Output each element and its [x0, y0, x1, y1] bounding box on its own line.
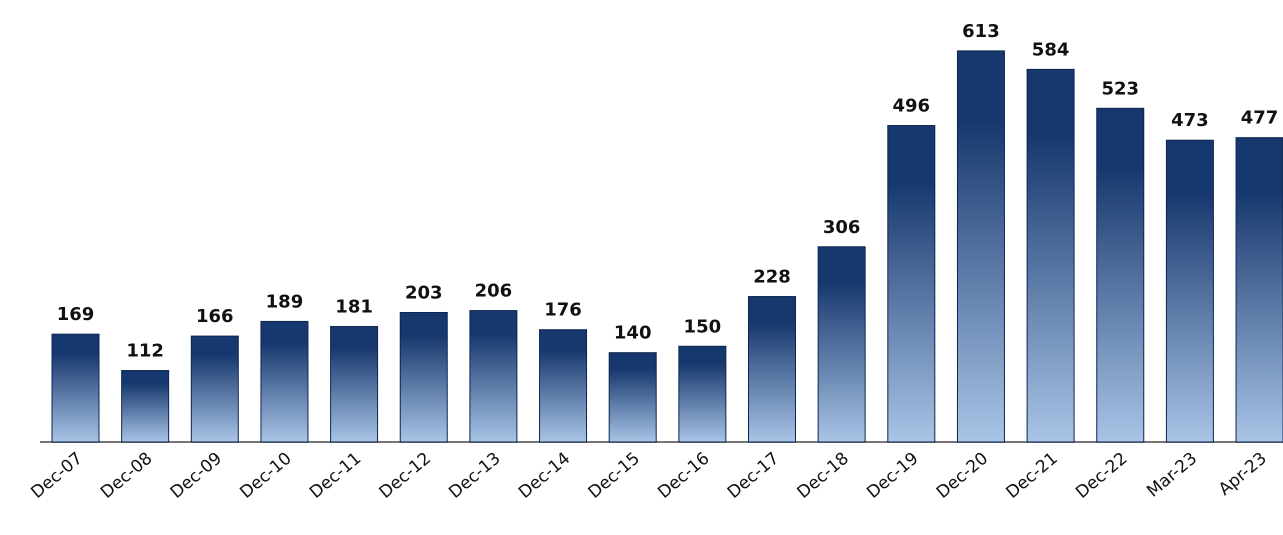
x-tick-label: Dec-07	[27, 449, 86, 503]
bar	[1165, 139, 1214, 443]
bar	[539, 329, 588, 443]
x-tick-label: Dec-14	[515, 449, 574, 503]
x-tick-label: Dec-22	[1072, 449, 1131, 503]
x-tick-label: Dec-12	[376, 449, 435, 503]
value-label: 203	[405, 282, 443, 303]
bar	[1235, 137, 1283, 443]
bar	[817, 246, 866, 443]
value-label: 112	[126, 341, 164, 362]
bar	[330, 326, 379, 443]
value-label: 140	[614, 323, 652, 344]
bar	[1096, 107, 1145, 443]
x-tick-label: Mar-23	[1143, 449, 1201, 502]
x-tick-label: Dec-15	[585, 449, 644, 503]
bar	[887, 125, 936, 443]
bar	[260, 320, 309, 443]
x-tick-label: Dec-13	[445, 449, 504, 503]
bar	[678, 345, 727, 443]
bar	[1026, 68, 1075, 443]
value-label: 228	[753, 267, 791, 288]
bar	[399, 311, 448, 443]
value-label: 496	[893, 96, 931, 117]
bar	[51, 333, 100, 443]
x-tick-label: Dec-18	[794, 449, 853, 503]
bar	[190, 335, 239, 443]
x-tick-label: Dec-10	[236, 449, 295, 503]
value-label: 584	[1032, 39, 1070, 60]
value-label: 189	[266, 291, 304, 312]
value-label: 306	[823, 217, 861, 238]
value-label: 166	[196, 306, 234, 327]
bar	[121, 370, 170, 443]
bar	[608, 352, 657, 443]
x-tick-label: Dec-16	[654, 449, 713, 503]
value-label: 176	[544, 300, 582, 321]
x-tick-label: Dec-21	[1002, 449, 1061, 503]
value-label: 181	[335, 297, 373, 318]
value-label: 473	[1171, 110, 1209, 131]
value-label: 169	[57, 304, 95, 325]
x-tick-label: Dec-11	[306, 449, 365, 503]
x-tick-label: Dec-09	[167, 449, 226, 503]
value-label: 206	[475, 281, 513, 302]
value-label: 477	[1241, 108, 1279, 129]
x-tick-label: Dec-17	[724, 449, 783, 503]
value-label: 150	[684, 316, 722, 337]
x-tick-label: Apr-23	[1215, 449, 1271, 500]
x-tick-label: Dec-08	[97, 449, 156, 503]
value-label: 523	[1101, 78, 1139, 99]
bar	[748, 296, 796, 443]
x-tick-label: Dec-20	[933, 449, 992, 503]
x-tick-label: Dec-19	[863, 449, 922, 503]
bar	[469, 310, 518, 443]
bar	[956, 50, 1005, 443]
value-label: 613	[962, 21, 1000, 42]
